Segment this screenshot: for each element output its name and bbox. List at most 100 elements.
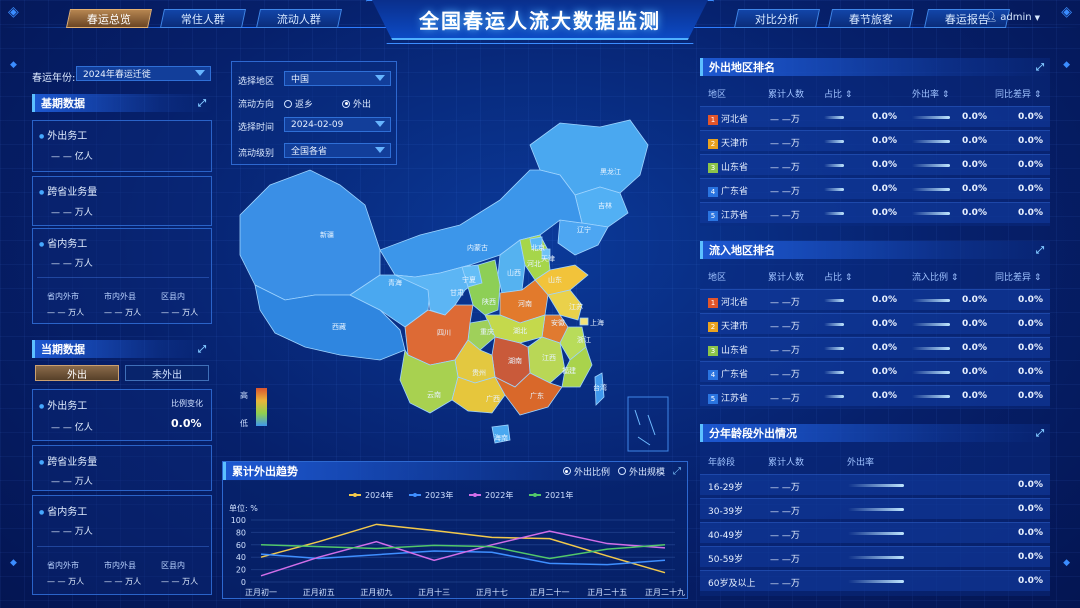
region-select[interactable]: 中国: [284, 71, 391, 86]
radio-outbound[interactable]: 外出: [342, 97, 371, 110]
stat-label: 外出务工: [39, 127, 87, 142]
nav-tab-floating[interactable]: 流动人群: [255, 9, 343, 28]
count-cell: — —万: [770, 370, 800, 380]
map-region-guangxi[interactable]: [451, 376, 506, 414]
table-row[interactable]: 2 天津市 — —万 0.0% 0.0% 0.0%: [700, 313, 1050, 334]
level-select[interactable]: 全国各省: [284, 143, 391, 158]
map-region-taiwan[interactable]: [594, 372, 605, 406]
stat-label: 跨省业务量: [39, 453, 97, 468]
map-region-zhejiang[interactable]: [559, 326, 587, 361]
rate-cell: 0.0%: [962, 160, 987, 170]
col-header[interactable]: 外出率 ⇕: [912, 90, 950, 100]
table-row[interactable]: 5 江苏省 — —万 0.0% 0.0% 0.0%: [700, 202, 1050, 223]
map-label: 宁夏: [462, 276, 476, 284]
user-menu[interactable]: 👤︎ admin ▼: [985, 12, 1040, 23]
series-line: [260, 530, 666, 577]
year-select[interactable]: 2024年春运迁徙: [76, 66, 211, 81]
progress-bar: [824, 395, 844, 398]
table-row[interactable]: 4 广东省 — —万 0.0% 0.0% 0.0%: [700, 178, 1050, 199]
table-row[interactable]: 4 广东省 — —万 0.0% 0.0% 0.0%: [700, 361, 1050, 382]
radio-return-home[interactable]: 返乡: [284, 97, 313, 110]
col-header[interactable]: 累计人数: [768, 273, 805, 283]
count-cell: — —万: [770, 555, 800, 565]
table-row[interactable]: 2 天津市 — —万 0.0% 0.0% 0.0%: [700, 130, 1050, 151]
nav-tab-label: 对比分析: [755, 12, 799, 26]
radio-ratio[interactable]: 外出比例: [562, 465, 610, 478]
rank-badge: 4: [708, 369, 718, 380]
sub-label: 市内外县: [104, 292, 136, 301]
year-select-value: 2024年春运迁徙: [83, 70, 151, 80]
col-header[interactable]: 占比 ⇕: [824, 273, 853, 283]
table-row[interactable]: 3 山东省 — —万 0.0% 0.0% 0.0%: [700, 337, 1050, 358]
radio-label: 外出: [353, 100, 372, 110]
col-header[interactable]: 同比差异 ⇕: [995, 90, 1042, 100]
age-cell: 30-39岁: [708, 507, 744, 517]
map-region-guangdong[interactable]: [494, 372, 563, 416]
col-header: 外出率: [847, 458, 875, 468]
expand-icon[interactable]: ⤢: [673, 465, 681, 477]
map-region-shanghai[interactable]: [579, 317, 589, 326]
expand-icon[interactable]: ⤢: [1036, 61, 1044, 73]
rate-cell: 0.0%: [1018, 576, 1043, 586]
legend-swatch-dot: [413, 493, 417, 497]
col-header[interactable]: 同比差异 ⇕: [995, 273, 1042, 283]
region-cell: 3 山东省: [708, 160, 748, 173]
header-decoration-right: ◈: [1061, 4, 1072, 20]
sub-label: 区县内: [161, 561, 185, 570]
nav-tab-label: 流动人群: [277, 12, 321, 26]
sub-value: — — 万人: [47, 577, 85, 586]
progress-bar: [912, 140, 950, 143]
map-label: 河南: [518, 300, 532, 308]
expand-icon[interactable]: ⤢: [198, 343, 206, 355]
col-header[interactable]: 占比 ⇕: [824, 90, 853, 100]
table-row[interactable]: 1 河北省 — —万 0.0% 0.0% 0.0%: [700, 106, 1050, 127]
table-row[interactable]: 3 山东省 — —万 0.0% 0.0% 0.0%: [700, 154, 1050, 175]
map-region-tianjin[interactable]: [541, 248, 551, 260]
map-label: 江西: [542, 354, 556, 362]
table-row[interactable]: 1 河北省 — —万 0.0% 0.0% 0.0%: [700, 289, 1050, 310]
rank-badge: 2: [708, 138, 718, 149]
expand-icon[interactable]: ⤢: [1036, 244, 1044, 256]
legend-swatch-dot: [473, 493, 477, 497]
pct-cell: 0.0%: [872, 367, 897, 377]
age-cell: 50-59岁: [708, 555, 744, 565]
rank-badge: 1: [708, 114, 718, 125]
y-tick-label: 60: [236, 541, 246, 550]
toggle-not-outbound[interactable]: 未外出: [125, 365, 209, 381]
map-region-gansu[interactable]: [394, 264, 479, 316]
date-select[interactable]: 2024-02-09: [284, 117, 391, 132]
stat-value-text: — — 万人: [51, 208, 93, 218]
map-label: 贵州: [472, 369, 486, 377]
map-region-jiangsu[interactable]: [547, 289, 583, 321]
nav-tab-resident[interactable]: 常住人群: [159, 9, 247, 28]
nav-tab-festival-travelers[interactable]: 春节旅客: [827, 9, 915, 28]
stat-label: 跨省业务量: [39, 183, 97, 198]
progress-bar: [912, 371, 950, 374]
pct-cell: 0.0%: [872, 319, 897, 329]
date-select-value: 2024-02-09: [291, 119, 344, 130]
y-tick-label: 100: [231, 516, 246, 525]
rank-badge: 2: [708, 321, 718, 332]
table-row[interactable]: 5 江苏省 — —万 0.0% 0.0% 0.0%: [700, 385, 1050, 406]
sub-value: — — 万人: [104, 577, 142, 586]
region-name: 天津市: [721, 322, 749, 332]
nav-tab-compare[interactable]: 对比分析: [733, 9, 821, 28]
rate-cell: 0.0%: [962, 391, 987, 401]
region-name: 天津市: [721, 139, 749, 149]
expand-icon[interactable]: ⤢: [1036, 427, 1044, 439]
current-stat-card: 外出务工 — — 亿人 比例变化 0.0%: [32, 389, 212, 441]
radio-scale[interactable]: 外出规模: [617, 465, 665, 478]
map-region-xinjiang[interactable]: [239, 169, 381, 301]
ratio-label: 比例变化: [171, 399, 203, 408]
nav-tab-overview[interactable]: 春运总览: [65, 9, 153, 28]
region-cell: 1 河北省: [708, 295, 748, 308]
map-region-hainan[interactable]: [491, 424, 511, 444]
expand-icon[interactable]: ⤢: [198, 97, 206, 109]
toggle-outbound[interactable]: 外出: [35, 365, 119, 381]
chevron-down-icon: ▼: [1034, 13, 1040, 22]
col-header[interactable]: 累计人数: [768, 90, 805, 100]
col-header[interactable]: 流入比例 ⇕: [912, 273, 959, 283]
progress-bar: [912, 188, 950, 191]
base-stat-card: 省内务工 — — 万人 省内外市 市内外县 区县内 — — 万人 — — 万人 …: [32, 228, 212, 324]
map-label: 青海: [388, 279, 402, 287]
